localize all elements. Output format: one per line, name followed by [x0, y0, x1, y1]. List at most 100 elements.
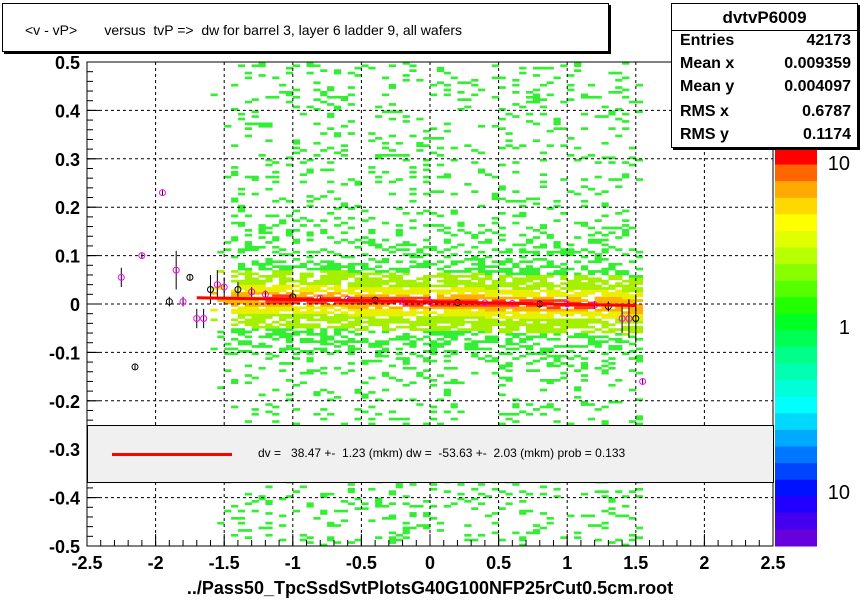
heatmap-cell: [244, 340, 252, 343]
heatmap-cell: [512, 398, 520, 402]
heatmap-cell: [313, 347, 321, 351]
heatmap-cell: [628, 325, 637, 329]
heatmap-cell: [320, 417, 328, 421]
heatmap-cell: [436, 137, 445, 140]
heatmap-cell: [416, 277, 424, 281]
heatmap-cell: [519, 509, 527, 513]
heatmap-cell: [478, 328, 486, 331]
heatmap-cell: [478, 304, 486, 307]
heatmap-cell: [443, 490, 451, 493]
heatmap-cell: [375, 284, 383, 288]
heatmap-cell: [580, 320, 589, 324]
axis-ticks: -2.5 -2 -1.5 -1 -0.5 0 0.5 1 1.5 2 2.5-0.5-0.4-0.3…: [49, 53, 786, 573]
heatmap-cell: [354, 277, 362, 281]
heatmap-cell: [580, 95, 589, 99]
heatmap-cell: [594, 238, 602, 242]
x-tick-label: -0.5: [346, 553, 377, 573]
heatmap-cell: [382, 323, 390, 327]
heatmap-cell: [306, 195, 314, 198]
heatmap-cell: [519, 543, 527, 547]
heatmap-cell: [436, 342, 445, 346]
heatmap-cell: [409, 320, 417, 324]
heatmap-cell: [505, 270, 513, 273]
heatmap-cell: [628, 538, 637, 542]
heatmap-cell: [622, 313, 630, 317]
heatmap-cell: [279, 277, 287, 281]
heatmap-cell: [299, 216, 307, 220]
heatmap-cell: [560, 253, 568, 256]
heatmap-cell: [423, 260, 431, 264]
heatmap-cell: [251, 115, 259, 118]
heatmap-cell: [375, 354, 383, 358]
heatmap-cell: [574, 294, 582, 297]
heatmap-cell: [478, 124, 486, 128]
heatmap-cell: [580, 93, 589, 97]
heatmap-cell: [443, 308, 451, 312]
heatmap-cell: [574, 318, 582, 322]
heatmap-cell: [457, 308, 465, 312]
heatmap-cell: [430, 483, 438, 486]
heatmap-cell: [553, 408, 561, 411]
heatmap-cell: [375, 279, 383, 283]
heatmap-cell: [532, 287, 541, 290]
heatmap-cell: [395, 289, 403, 293]
heatmap-cell: [526, 299, 534, 302]
heatmap-cell: [265, 187, 273, 191]
heatmap-cell: [320, 371, 328, 375]
heatmap-cell: [615, 226, 623, 230]
heatmap-cell: [430, 410, 438, 414]
heatmap-cell: [368, 417, 376, 421]
heatmap-cell: [519, 313, 527, 317]
heatmap-cell: [423, 168, 431, 172]
heatmap-cell: [560, 127, 568, 130]
heatmap-cell: [327, 146, 335, 150]
heatmap-cell: [498, 233, 506, 237]
heatmap-cell: [368, 139, 376, 143]
heatmap-cell: [484, 238, 493, 242]
heatmap-cell: [635, 158, 643, 162]
heatmap-cell: [464, 313, 472, 317]
heatmap-cell: [457, 320, 465, 324]
heatmap-cell: [580, 185, 589, 189]
fit-legend-line: [112, 453, 232, 456]
heatmap-cell: [505, 417, 513, 421]
heatmap-cell: [340, 422, 348, 426]
heatmap-cell: [622, 62, 630, 65]
heatmap-cell: [553, 359, 561, 363]
heatmap-cell: [635, 325, 643, 329]
heatmap-cell: [388, 83, 396, 87]
heatmap-cell: [546, 294, 554, 297]
heatmap-cell: [334, 275, 342, 278]
heatmap-cell: [279, 350, 287, 353]
heatmap-cell: [498, 76, 506, 80]
heatmap-cell: [560, 270, 568, 273]
heatmap-cell: [560, 277, 568, 281]
heatmap-cell: [546, 265, 554, 268]
heatmap-cell: [382, 141, 390, 145]
heatmap-cell: [292, 105, 300, 109]
heatmap-cell: [265, 335, 273, 339]
heatmap-cell: [594, 231, 602, 235]
heatmap-cell: [601, 526, 609, 530]
heatmap-cell: [628, 308, 637, 312]
heatmap-cell: [532, 275, 541, 278]
heatmap-cell: [409, 512, 417, 515]
heatmap-cell: [279, 514, 287, 518]
heatmap-cell: [313, 391, 321, 394]
heatmap-cell: [340, 316, 348, 319]
heatmap-cell: [285, 71, 294, 75]
heatmap-cell: [258, 289, 266, 293]
heatmap-cell: [231, 275, 239, 278]
heatmap-cell: [539, 485, 547, 489]
heatmap-cell: [375, 301, 383, 305]
heatmap-cell: [430, 487, 438, 491]
heatmap-cell: [423, 357, 431, 360]
heatmap-cell: [416, 311, 424, 314]
heatmap-cell: [409, 284, 417, 288]
heatmap-cell: [608, 308, 616, 312]
heatmap-cell: [594, 192, 602, 196]
heatmap-cell: [279, 221, 287, 225]
heatmap-cell: [484, 359, 493, 363]
heatmap-cell: [464, 289, 472, 293]
heatmap-cell: [251, 345, 259, 348]
